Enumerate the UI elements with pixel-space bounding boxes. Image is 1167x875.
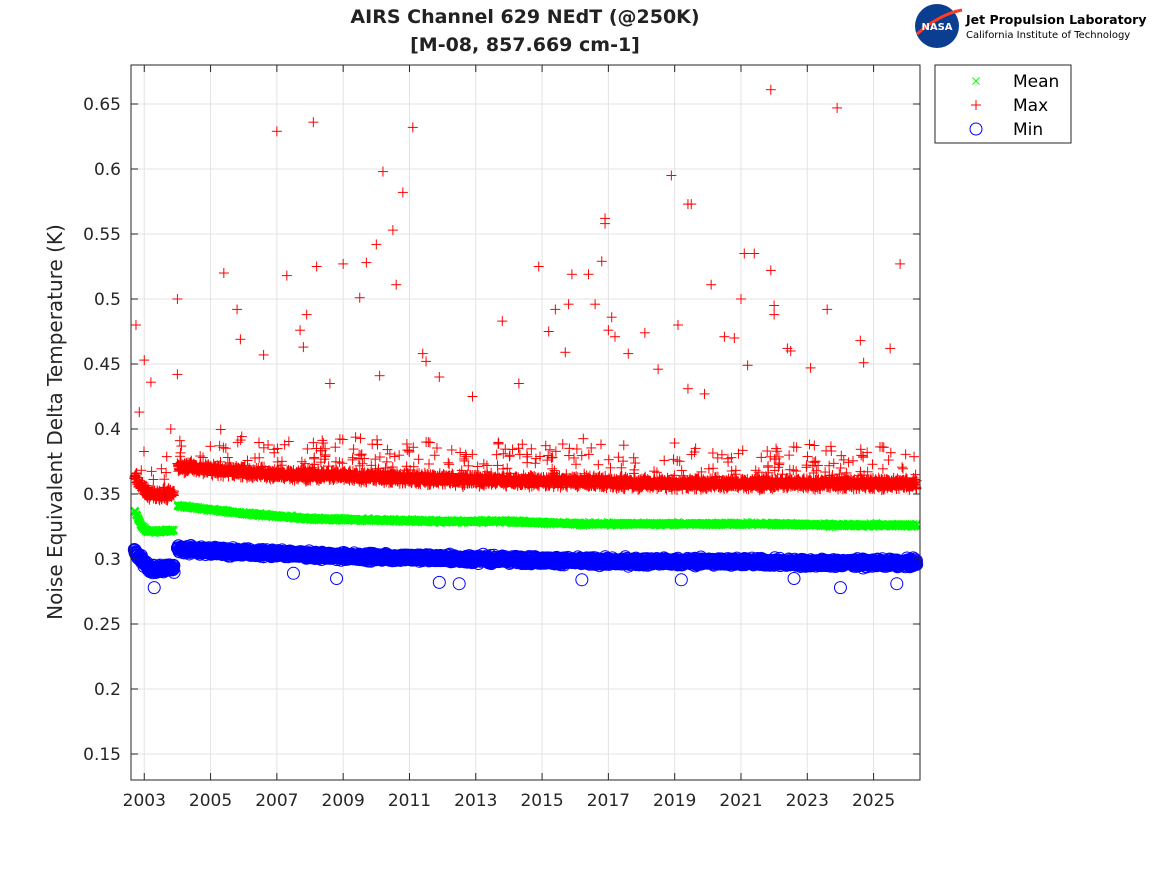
chart-subtitle: [M-08, 857.669 cm-1] bbox=[410, 34, 640, 56]
jpl-subtitle: California Institute of Technology bbox=[966, 30, 1130, 41]
plot-area bbox=[131, 65, 920, 780]
chart-title: AIRS Channel 629 NEdT (@250K) bbox=[350, 6, 699, 28]
nasa-logo-text: NASA bbox=[921, 22, 952, 33]
jpl-name: Jet Propulsion Laboratory bbox=[965, 12, 1146, 27]
jpl-logo: NASA Jet Propulsion Laboratory Californi… bbox=[915, 4, 1146, 48]
